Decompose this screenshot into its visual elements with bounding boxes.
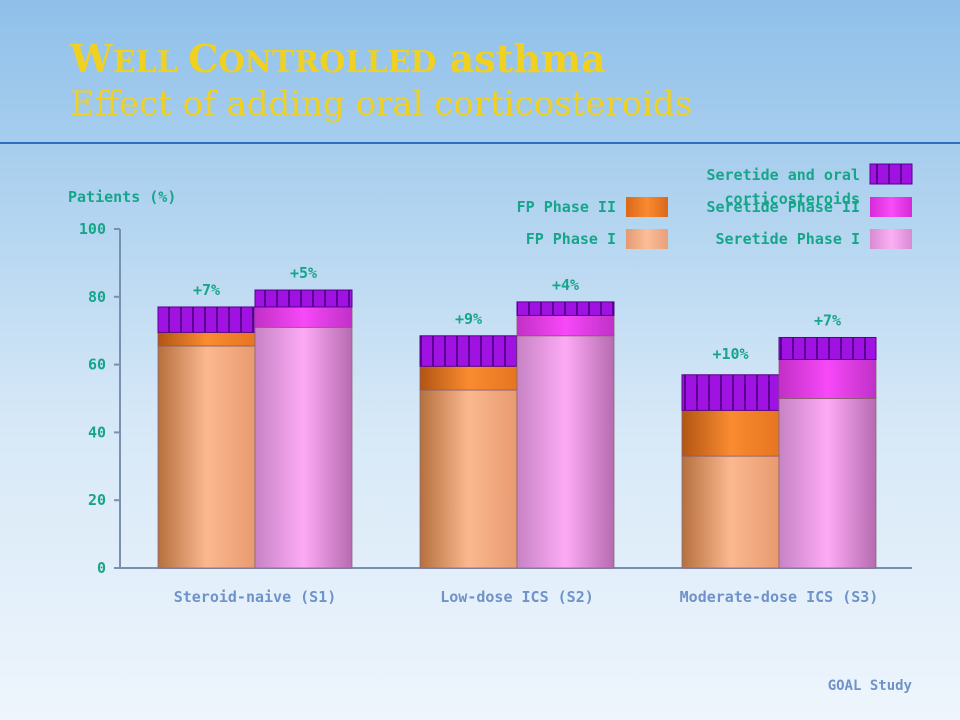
title-cap-w: W: [70, 36, 113, 81]
y-axis-label: Patients (%): [68, 188, 176, 206]
bar-seretide-phase2: [516, 315, 615, 337]
bar-seretide-oral-steroids: [516, 301, 615, 316]
title-divider: [0, 142, 960, 144]
bar-fp-increase-label: +7%: [193, 281, 220, 299]
legend-label-seretide-oral-line2: corticosteroids: [725, 190, 860, 208]
bar-fp-phase1: [419, 389, 518, 569]
bar-seretide-increase-label: +7%: [814, 311, 841, 329]
legend-swatch-seretide-phase1: [870, 229, 912, 249]
title-cap-c: C: [188, 36, 219, 81]
y-tick-label: 100: [79, 220, 106, 238]
legend-label-seretide-phase1: Seretide Phase I: [716, 230, 861, 248]
legend-swatch-seretide-oral: [869, 163, 913, 185]
legend-label-seretide-oral: Seretide and oral corticosteroids: [706, 166, 860, 208]
bar-seretide-increase-label: +4%: [552, 276, 579, 294]
source-footer: GOAL Study: [827, 678, 912, 694]
bar-fp-oral-steroids: [419, 335, 518, 367]
x-category-label: Steroid-naive (S1): [174, 588, 337, 606]
legend-swatch-seretide-phase2: [870, 197, 912, 217]
bar-seretide-phase1: [254, 326, 353, 569]
slide-title: WELL CONTROLLED asthma: [70, 38, 692, 84]
slide-subtitle: Effect of adding oral corticosteroids: [70, 84, 693, 124]
bar-fp-oral-steroids: [157, 306, 256, 333]
y-tick-label: 80: [88, 288, 106, 306]
bar-seretide-phase2: [778, 359, 877, 399]
bar-fp-phase1: [157, 345, 256, 569]
title-rest: asthma: [436, 36, 606, 81]
y-tick-label: 0: [97, 559, 106, 577]
legend: FP Phase II FP Phase I Seretide and oral co…: [517, 163, 913, 249]
bar-seretide-phase1: [516, 335, 615, 569]
x-category-label: Moderate-dose ICS (S3): [680, 588, 879, 606]
slide-title-block: WELL CONTROLLED asthma Effect of adding …: [70, 38, 693, 125]
legend-label-fp-phase1: FP Phase I: [526, 230, 616, 248]
bar-fp-phase2: [157, 331, 256, 347]
bar-fp-phase1: [681, 455, 780, 569]
bar-seretide-oral-steroids: [778, 336, 877, 361]
bar-fp-phase2: [419, 365, 518, 391]
x-category-label: Low-dose ICS (S2): [440, 588, 594, 606]
bar-fp-increase-label: +9%: [455, 310, 482, 328]
bar-fp-increase-label: +10%: [712, 345, 748, 363]
legend-swatch-fp-phase2: [626, 197, 668, 217]
bars: +7% +5% Steroid-naive (S1) +9% +4% Low-dose I…: [157, 264, 879, 606]
bar-fp-oral-steroids: [681, 374, 780, 411]
legend-label-fp-phase2: FP Phase II: [517, 198, 616, 216]
bar-fp-phase2: [681, 409, 780, 457]
y-tick-label: 60: [88, 356, 106, 374]
bar-seretide-phase1: [778, 398, 877, 569]
y-tick-label: 40: [88, 423, 106, 441]
legend-swatch-fp-phase1: [626, 229, 668, 249]
title-small-ell: ELL: [112, 45, 189, 80]
title-small-ontrolled: ONTROLLED: [218, 45, 437, 80]
bar-seretide-increase-label: +5%: [290, 264, 317, 282]
bar-seretide-oral-steroids: [254, 289, 353, 308]
y-tick-label: 20: [88, 491, 106, 509]
bar-seretide-phase2: [254, 306, 353, 328]
legend-label-seretide-phase2: Seretide Phase II: [706, 198, 860, 216]
legend-label-seretide-oral-line1: Seretide and oral: [706, 166, 860, 184]
